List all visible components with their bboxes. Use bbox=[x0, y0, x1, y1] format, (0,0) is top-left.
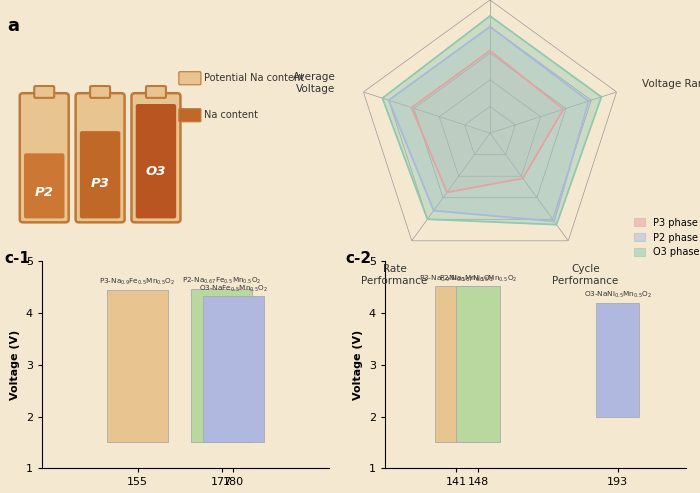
Text: Average
Voltage: Average Voltage bbox=[293, 72, 335, 94]
FancyBboxPatch shape bbox=[178, 71, 201, 85]
Text: P2-Na$_{0.67}$Fe$_{0.5}$Mn$_{0.5}$O$_2$: P2-Na$_{0.67}$Fe$_{0.5}$Mn$_{0.5}$O$_2$ bbox=[182, 276, 262, 286]
Text: Voltage Range: Voltage Range bbox=[642, 79, 700, 89]
Text: Na content: Na content bbox=[204, 110, 258, 120]
FancyBboxPatch shape bbox=[132, 93, 181, 222]
Text: c-2: c-2 bbox=[346, 251, 372, 266]
FancyBboxPatch shape bbox=[80, 131, 120, 218]
Bar bbox=[456, 286, 500, 443]
Bar bbox=[203, 296, 264, 443]
Y-axis label: Voltage (V): Voltage (V) bbox=[354, 330, 363, 400]
Text: O3-NaNi$_{0.5}$Mn$_{0.5}$O$_2$: O3-NaNi$_{0.5}$Mn$_{0.5}$O$_2$ bbox=[584, 290, 652, 300]
FancyBboxPatch shape bbox=[24, 153, 64, 218]
Text: P3-Na$_{0.9}$Ni$_{0.5}$Mn$_{0.5}$O$_2$: P3-Na$_{0.9}$Ni$_{0.5}$Mn$_{0.5}$O$_2$ bbox=[419, 273, 494, 283]
FancyBboxPatch shape bbox=[20, 93, 69, 222]
FancyBboxPatch shape bbox=[90, 86, 110, 98]
FancyBboxPatch shape bbox=[146, 86, 166, 98]
Text: P3-Na$_{0.9}$Fe$_{0.5}$Mn$_{0.5}$O$_2$: P3-Na$_{0.9}$Fe$_{0.5}$Mn$_{0.5}$O$_2$ bbox=[99, 277, 176, 287]
Polygon shape bbox=[412, 51, 564, 192]
Text: a: a bbox=[8, 17, 20, 35]
Text: P2-Na$_{0.67}$Ni$_{0.5}$Mn$_{0.5}$O$_2$: P2-Na$_{0.67}$Ni$_{0.5}$Mn$_{0.5}$O$_2$ bbox=[439, 273, 517, 283]
Text: Rate
Performance: Rate Performance bbox=[361, 264, 428, 286]
Polygon shape bbox=[389, 27, 589, 221]
Polygon shape bbox=[382, 16, 601, 225]
Bar bbox=[107, 290, 168, 443]
Bar bbox=[596, 303, 640, 417]
FancyBboxPatch shape bbox=[34, 86, 54, 98]
Text: c-1: c-1 bbox=[5, 251, 31, 266]
FancyBboxPatch shape bbox=[178, 109, 201, 122]
FancyBboxPatch shape bbox=[136, 104, 176, 218]
Text: P2: P2 bbox=[35, 186, 54, 199]
Text: O3-NaFe$_{0.5}$Mn$_{0.5}$O$_2$: O3-NaFe$_{0.5}$Mn$_{0.5}$O$_2$ bbox=[199, 283, 268, 294]
FancyBboxPatch shape bbox=[76, 93, 125, 222]
Text: Potential Na content: Potential Na content bbox=[204, 73, 304, 83]
Bar bbox=[191, 289, 253, 443]
Legend: P3 phase, P2 phase, O3 phase: P3 phase, P2 phase, O3 phase bbox=[630, 214, 700, 261]
Text: P3: P3 bbox=[90, 176, 110, 190]
Y-axis label: Voltage (V): Voltage (V) bbox=[10, 330, 20, 400]
Text: O3: O3 bbox=[146, 165, 166, 178]
Bar bbox=[435, 286, 478, 443]
Text: Cycle
Performance: Cycle Performance bbox=[552, 264, 619, 286]
